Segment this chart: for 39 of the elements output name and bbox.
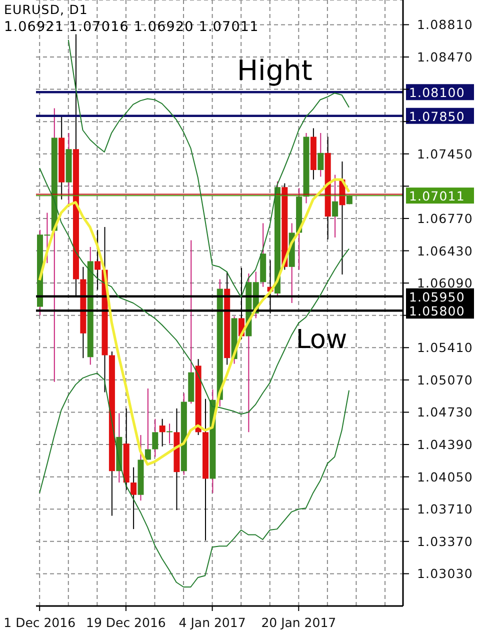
ref-line-label: 1.07011 — [409, 188, 465, 204]
y-tick-label: 1.06430 — [417, 243, 473, 258]
candlestick — [130, 466, 137, 530]
candlestick — [332, 174, 338, 238]
line-series — [68, 39, 350, 298]
y-tick-label: 1.04390 — [417, 437, 473, 452]
y-tick-label: 1.03710 — [417, 502, 473, 517]
candlestick — [166, 423, 173, 444]
candlestick — [94, 229, 101, 290]
line-series — [39, 168, 350, 415]
y-tick-label: 1.04050 — [417, 469, 473, 484]
y-tick-label: 1.03370 — [417, 534, 473, 549]
ref-line-label: 1.07850 — [409, 108, 465, 124]
y-tick-label: 1.08470 — [417, 49, 473, 64]
candlestick — [318, 132, 324, 178]
annotation: EURUSD, D1 — [4, 2, 88, 17]
x-tick-label: 20 Jan 2017 — [261, 615, 336, 630]
line-series — [38, 178, 350, 466]
y-tick-label: 1.04730 — [417, 404, 473, 420]
x-tick-label: 4 Jan 2017 — [178, 615, 246, 630]
y-tick-label: 1.06090 — [417, 276, 473, 291]
line-series — [39, 372, 350, 588]
candlestick — [144, 388, 151, 460]
y-tick-label: 1.06770 — [417, 210, 473, 226]
ref-line-label: 1.05800 — [409, 304, 465, 319]
annotation: Low — [296, 325, 348, 355]
annotation: 1.06921 1.07016 1.06920 1.07011 — [4, 19, 259, 35]
y-tick-label: 1.08810 — [417, 17, 473, 32]
x-tick-label: 1 Dec 2016 — [4, 615, 76, 630]
y-tick-label: 1.05070 — [417, 372, 473, 388]
x-tick-label: 19 Dec 2016 — [86, 615, 166, 630]
y-tick-label: 1.07450 — [417, 146, 473, 162]
y-tick-label: 1.05410 — [417, 340, 473, 356]
y-tick-label: 1.03030 — [417, 566, 473, 582]
candlestick — [152, 418, 158, 458]
ref-line-label: 1.08100 — [409, 85, 465, 100]
annotation: Hight — [237, 54, 312, 87]
ref-line-label: 1.05950 — [409, 289, 465, 304]
candlestick — [159, 418, 166, 447]
